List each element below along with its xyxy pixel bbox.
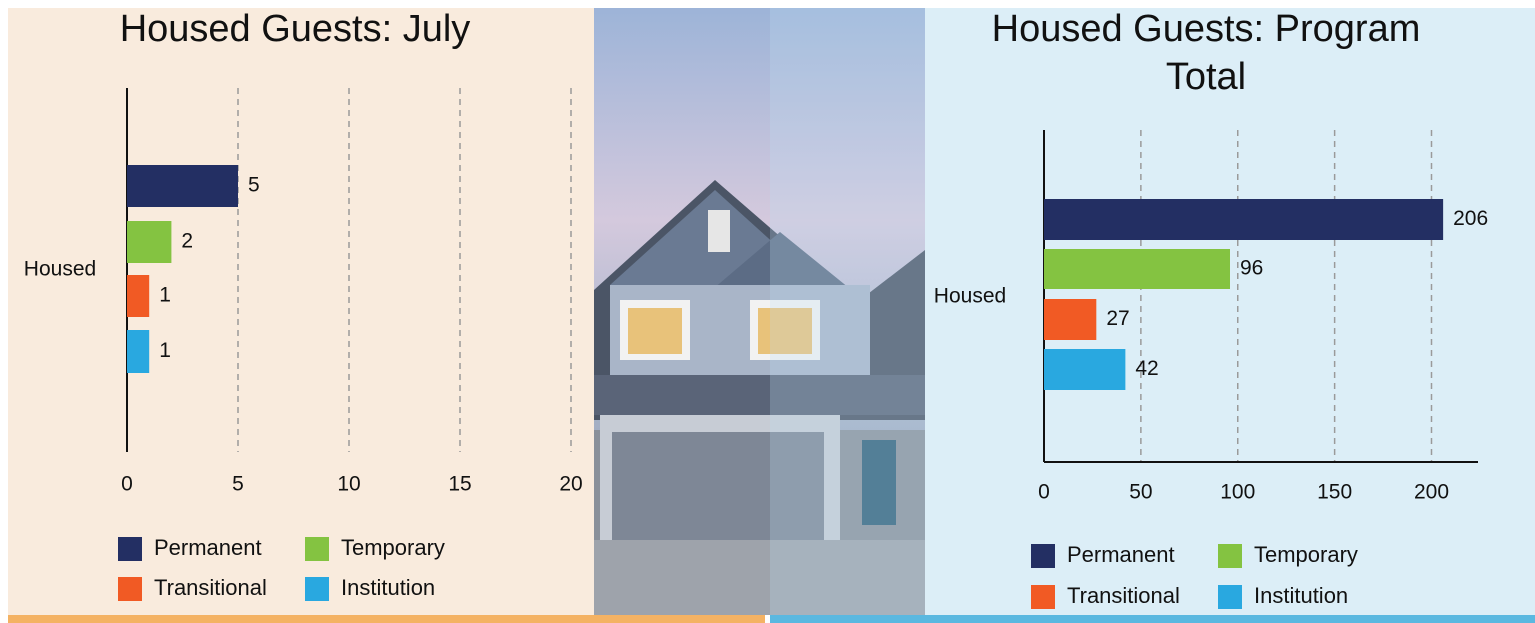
value-label: 2 xyxy=(181,230,193,253)
bar xyxy=(1044,199,1444,240)
right-panel xyxy=(925,8,1535,615)
legend-label: Permanent xyxy=(1067,542,1175,567)
value-label: 1 xyxy=(159,284,171,307)
legend-swatch xyxy=(1218,544,1242,568)
legend-swatch xyxy=(1031,585,1055,609)
legend-swatch xyxy=(305,537,329,561)
x-tick-label: 50 xyxy=(1129,481,1152,504)
x-tick-label: 150 xyxy=(1317,481,1352,504)
x-tick-label: 200 xyxy=(1414,481,1449,504)
x-tick-label: 100 xyxy=(1220,481,1255,504)
x-tick-label: 0 xyxy=(1038,481,1050,504)
legend-label: Institution xyxy=(1254,583,1348,608)
category-label: Housed xyxy=(934,285,1006,308)
legend-label: Transitional xyxy=(154,575,267,600)
bar xyxy=(1044,349,1126,390)
value-label: 27 xyxy=(1106,307,1129,330)
legend-label: Temporary xyxy=(341,535,445,560)
legend-swatch xyxy=(305,577,329,601)
bar xyxy=(127,221,172,263)
x-tick-label: 5 xyxy=(232,473,244,496)
value-label: 206 xyxy=(1453,207,1488,230)
value-label: 5 xyxy=(248,174,260,197)
left-panel xyxy=(8,8,594,615)
value-label: 42 xyxy=(1135,357,1158,380)
legend-label: Temporary xyxy=(1254,542,1358,567)
bar xyxy=(127,275,150,317)
bar xyxy=(127,330,150,373)
value-label: 1 xyxy=(159,339,171,362)
x-tick-label: 0 xyxy=(121,473,133,496)
legend-swatch xyxy=(118,577,142,601)
house-photo xyxy=(594,8,925,615)
bottom-strip-right xyxy=(770,615,1535,623)
legend-swatch xyxy=(1031,544,1055,568)
value-label: 96 xyxy=(1240,257,1263,280)
x-tick-label: 20 xyxy=(559,473,582,496)
x-tick-label: 15 xyxy=(448,473,471,496)
legend-label: Institution xyxy=(341,575,435,600)
bar xyxy=(1044,299,1097,340)
legend-label: Transitional xyxy=(1067,583,1180,608)
chart-title: Housed Guests: Program Total xyxy=(991,8,1421,98)
x-tick-label: 10 xyxy=(337,473,360,496)
legend-label: Permanent xyxy=(154,535,262,560)
legend-swatch xyxy=(118,537,142,561)
chart-title: Housed Guests: July xyxy=(119,8,471,50)
category-label: Housed xyxy=(24,258,96,281)
legend-swatch xyxy=(1218,585,1242,609)
bar xyxy=(127,165,238,207)
bottom-strip-left xyxy=(8,615,765,623)
bar xyxy=(1044,249,1230,289)
